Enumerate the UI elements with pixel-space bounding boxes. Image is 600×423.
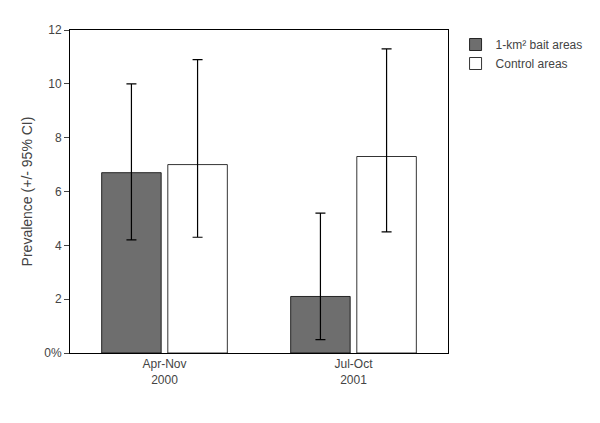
svg-text:12: 12 xyxy=(48,23,62,37)
svg-text:10: 10 xyxy=(48,77,62,91)
svg-text:6: 6 xyxy=(55,185,62,199)
svg-text:Prevalence (+/- 95% CI): Prevalence (+/- 95% CI) xyxy=(19,117,35,267)
svg-text:Jul-Oct2001: Jul-Oct2001 xyxy=(334,357,373,387)
svg-text:Apr-Nov2000: Apr-Nov2000 xyxy=(142,357,186,387)
svg-text:8: 8 xyxy=(55,131,62,145)
svg-text:Control areas: Control areas xyxy=(496,57,568,71)
svg-text:1-km² bait areas: 1-km² bait areas xyxy=(496,38,583,52)
svg-text:0%: 0% xyxy=(44,346,62,360)
svg-text:2: 2 xyxy=(55,292,62,306)
svg-text:4: 4 xyxy=(55,239,62,253)
